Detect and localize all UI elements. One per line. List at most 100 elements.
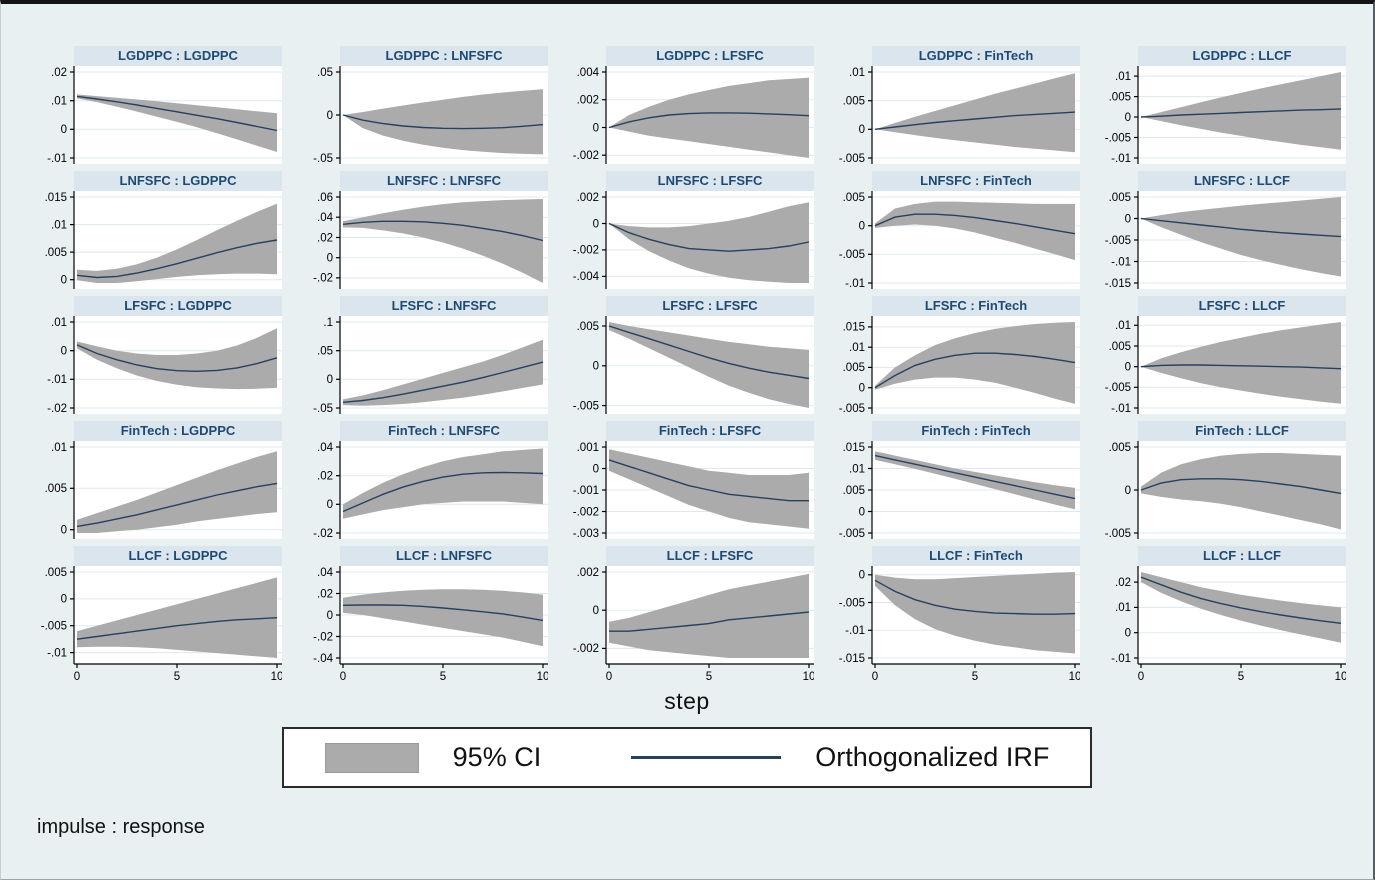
svg-text:0: 0 bbox=[340, 671, 346, 683]
svg-text:0: 0 bbox=[1125, 362, 1131, 374]
panel-plot: .01 0 -.01 -.02 bbox=[47, 316, 282, 414]
svg-text:-.01: -.01 bbox=[1111, 153, 1131, 164]
panel-plot: .02 .01 0 -.01 bbox=[47, 66, 282, 164]
svg-text:.015: .015 bbox=[45, 192, 67, 204]
svg-text:10: 10 bbox=[803, 671, 814, 683]
figure-caption: impulse : response bbox=[37, 816, 205, 838]
svg-text:0: 0 bbox=[327, 610, 333, 622]
panel-title: LGDPPC : LNFSFC bbox=[340, 46, 548, 66]
svg-text:0: 0 bbox=[1125, 112, 1131, 124]
svg-text:-.001: -.001 bbox=[573, 485, 599, 497]
svg-text:0: 0 bbox=[606, 671, 612, 683]
panel-title: LFSFC : LLCF bbox=[1138, 296, 1346, 316]
svg-text:.005: .005 bbox=[45, 483, 67, 495]
svg-text:.04: .04 bbox=[317, 212, 334, 224]
irf-grid: LGDPPC : LGDPPC .02 .01 0 -.01 LGDPPC : LNFSF… bbox=[1, 46, 1373, 684]
irf-panel-LFSFC-LLCF: LFSFC : LLCF .01 .005 0 -.005 -.01 bbox=[1092, 296, 1346, 414]
panel-title: FinTech : FinTech bbox=[872, 421, 1080, 441]
svg-text:-.005: -.005 bbox=[1105, 528, 1131, 539]
svg-text:.01: .01 bbox=[51, 96, 67, 108]
svg-text:.02: .02 bbox=[317, 588, 333, 600]
svg-text:10: 10 bbox=[1069, 671, 1080, 683]
panel-title: LLCF : LLCF bbox=[1138, 546, 1346, 566]
svg-text:-.04: -.04 bbox=[313, 653, 333, 665]
x-axis-label: step bbox=[664, 688, 710, 714]
svg-text:-.01: -.01 bbox=[47, 153, 67, 164]
svg-text:.004: .004 bbox=[577, 67, 600, 79]
svg-text:-.015: -.015 bbox=[839, 653, 865, 665]
svg-text:.005: .005 bbox=[843, 192, 865, 204]
svg-text:.005: .005 bbox=[45, 247, 67, 259]
svg-text:.005: .005 bbox=[45, 567, 67, 579]
svg-text:0: 0 bbox=[327, 110, 333, 122]
svg-text:0: 0 bbox=[859, 506, 865, 518]
svg-text:10: 10 bbox=[537, 671, 548, 683]
svg-text:.01: .01 bbox=[51, 219, 67, 231]
svg-text:.005: .005 bbox=[1109, 91, 1131, 103]
irf-legend-label: Orthogonalized IRF bbox=[815, 742, 1050, 772]
svg-text:.02: .02 bbox=[51, 67, 67, 79]
svg-text:.005: .005 bbox=[1109, 341, 1131, 353]
svg-text:-.015: -.015 bbox=[1105, 278, 1131, 289]
irf-panel-LNFSFC-FinTech: LNFSFC : FinTech .005 0 -.005 -.01 bbox=[826, 171, 1080, 289]
svg-text:-.005: -.005 bbox=[1105, 235, 1131, 247]
svg-text:.005: .005 bbox=[843, 485, 865, 497]
svg-text:-.01: -.01 bbox=[1111, 403, 1131, 414]
svg-text:-.005: -.005 bbox=[1105, 382, 1131, 394]
panel-plot: .015 .01 .005 0 -.005 bbox=[839, 441, 1080, 539]
svg-text:0: 0 bbox=[593, 218, 599, 230]
irf-panel-LFSFC-LFSFC: LFSFC : LFSFC .005 0 -.005 bbox=[560, 296, 814, 414]
panel-plot: .04 .02 0 -.02 bbox=[313, 441, 548, 539]
svg-text:-.01: -.01 bbox=[1111, 256, 1131, 268]
irf-panel-LGDPPC-FinTech: LGDPPC : FinTech .01 .005 0 -.005 bbox=[826, 46, 1080, 164]
svg-text:0: 0 bbox=[859, 383, 865, 395]
svg-text:0: 0 bbox=[74, 671, 80, 683]
panel-title: LNFSFC : LGDPPC bbox=[74, 171, 282, 191]
panel-title: LLCF : LGDPPC bbox=[74, 546, 282, 566]
svg-text:.005: .005 bbox=[843, 362, 865, 374]
irf-panel-LGDPPC-LNFSFC: LGDPPC : LNFSFC .05 0 -.05 bbox=[294, 46, 548, 164]
panel-title: LLCF : LFSFC bbox=[606, 546, 814, 566]
svg-text:-.005: -.005 bbox=[839, 153, 865, 164]
panel-title: LFSFC : FinTech bbox=[872, 296, 1080, 316]
panel-plot: .1 .05 0 -.05 bbox=[313, 316, 548, 414]
panel-title: LNFSFC : LFSFC bbox=[606, 171, 814, 191]
svg-text:-.003: -.003 bbox=[573, 528, 599, 539]
svg-text:0: 0 bbox=[872, 671, 878, 683]
svg-text:.01: .01 bbox=[51, 317, 67, 329]
svg-text:-.004: -.004 bbox=[573, 271, 600, 283]
svg-text:0: 0 bbox=[593, 463, 599, 475]
svg-text:-.002: -.002 bbox=[573, 245, 599, 257]
svg-text:-.002: -.002 bbox=[573, 643, 599, 655]
panel-title: LNFSFC : LNFSFC bbox=[340, 171, 548, 191]
panel-plot: .015 .01 .005 0 -.005 bbox=[839, 316, 1080, 414]
svg-text:-.005: -.005 bbox=[839, 249, 865, 261]
svg-text:-.005: -.005 bbox=[41, 621, 67, 633]
svg-text:.04: .04 bbox=[317, 567, 334, 579]
panel-title: LGDPPC : FinTech bbox=[872, 46, 1080, 66]
irf-line-swatch bbox=[631, 756, 782, 759]
panel-plot: .004 .002 0 -.002 bbox=[573, 66, 814, 164]
svg-text:.06: .06 bbox=[317, 192, 333, 204]
irf-panel-LLCF-LNFSFC: LLCF : LNFSFC .04 .02 0 -.02 -.04 0 5 10 bbox=[294, 546, 548, 684]
svg-text:0: 0 bbox=[61, 346, 67, 358]
svg-text:.02: .02 bbox=[317, 232, 333, 244]
panel-plot: .005 0 -.005 bbox=[1105, 441, 1346, 539]
svg-text:0: 0 bbox=[593, 605, 599, 617]
panel-title: LFSFC : LNFSFC bbox=[340, 296, 548, 316]
svg-text:.04: .04 bbox=[317, 442, 334, 454]
svg-text:-.02: -.02 bbox=[47, 403, 67, 414]
panel-plot: .005 0 -.005 -.01 -.015 bbox=[1105, 191, 1346, 289]
irf-panel-LFSFC-LNFSFC: LFSFC : LNFSFC .1 .05 0 -.05 bbox=[294, 296, 548, 414]
svg-text:0: 0 bbox=[61, 275, 67, 287]
irf-panel-LFSFC-LGDPPC: LFSFC : LGDPPC .01 0 -.01 -.02 bbox=[28, 296, 282, 414]
panel-title: LFSFC : LFSFC bbox=[606, 296, 814, 316]
irf-panel-LNFSFC-LNFSFC: LNFSFC : LNFSFC .06 .04 .02 0 -.02 bbox=[294, 171, 548, 289]
svg-text:.005: .005 bbox=[1109, 192, 1131, 204]
legend-box: 95% CI Orthogonalized IRF bbox=[282, 727, 1092, 788]
svg-text:-.01: -.01 bbox=[845, 278, 865, 289]
panel-plot: .05 0 -.05 bbox=[313, 66, 548, 164]
panel-title: LLCF : LNFSFC bbox=[340, 546, 548, 566]
svg-text:0: 0 bbox=[1138, 671, 1144, 683]
svg-text:.001: .001 bbox=[577, 442, 599, 454]
